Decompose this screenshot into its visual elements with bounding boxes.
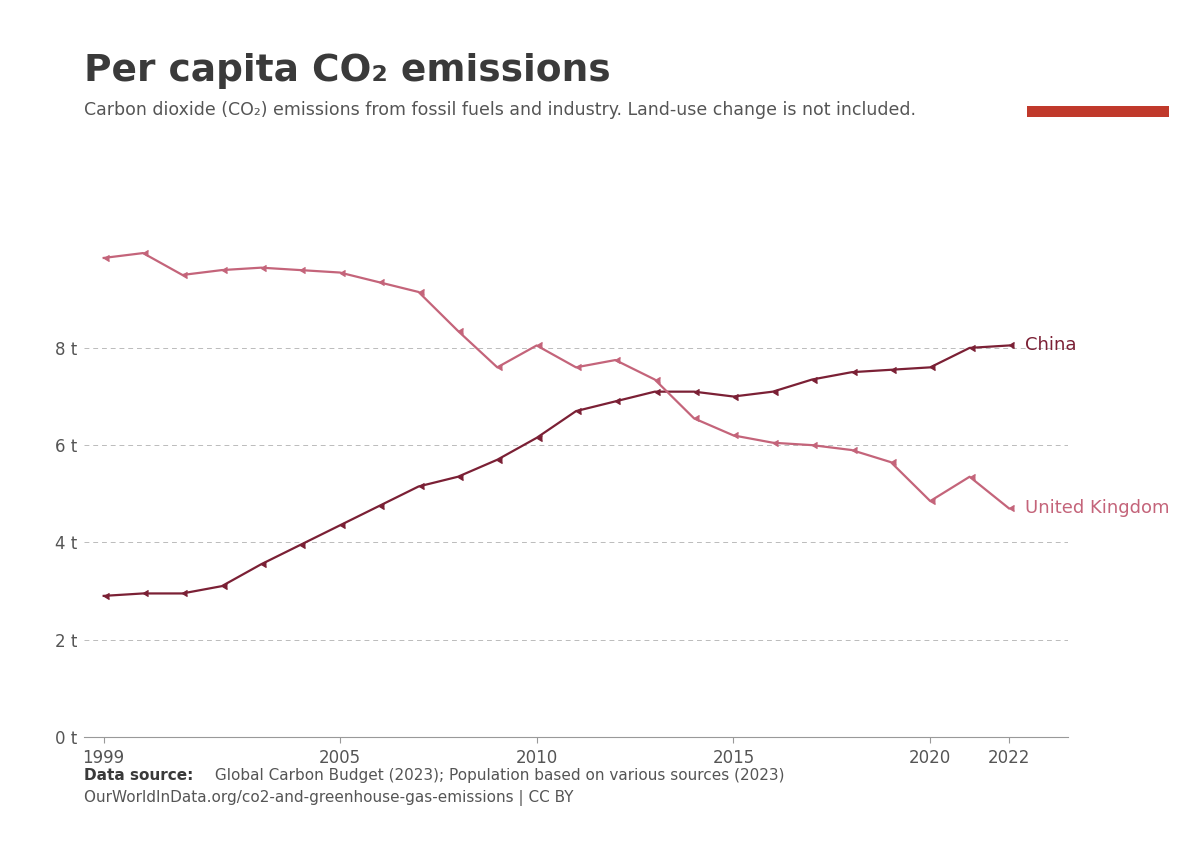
Text: Carbon dioxide (CO₂) emissions from fossil fuels and industry. Land-use change i: Carbon dioxide (CO₂) emissions from foss… — [84, 101, 916, 119]
Text: United Kingdom: United Kingdom — [1025, 500, 1169, 518]
Text: Global Carbon Budget (2023); Population based on various sources (2023): Global Carbon Budget (2023); Population … — [210, 768, 785, 783]
Text: Data source:: Data source: — [84, 768, 193, 783]
Text: Per capita CO₂ emissions: Per capita CO₂ emissions — [84, 53, 611, 89]
Bar — [1027, 106, 1169, 117]
Text: in Data: in Data — [1068, 79, 1128, 94]
Text: China: China — [1025, 336, 1076, 354]
Text: Our World: Our World — [1056, 55, 1140, 69]
Text: OurWorldInData.org/co2-and-greenhouse-gas-emissions | CC BY: OurWorldInData.org/co2-and-greenhouse-ga… — [84, 790, 574, 806]
